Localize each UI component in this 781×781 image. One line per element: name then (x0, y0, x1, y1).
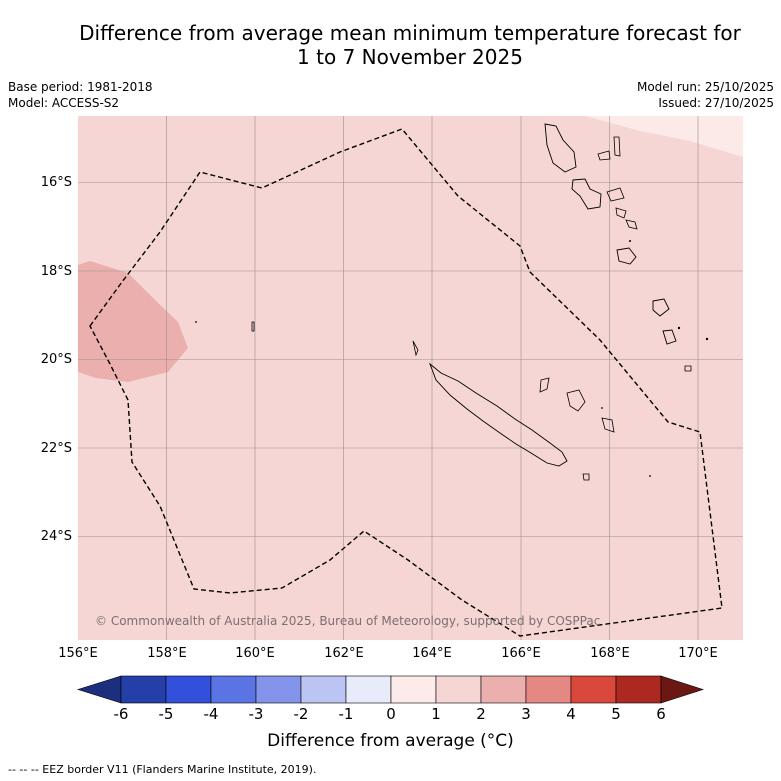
colorbar-tick: -1 (338, 705, 354, 723)
new-caledonia-island (428, 362, 568, 467)
island (615, 207, 627, 219)
base-period: Base period: 1981-2018 (8, 80, 153, 94)
colorbar-tick: -4 (203, 705, 219, 723)
colorbar-segment (165, 675, 212, 704)
colorbar-tick: 5 (611, 705, 621, 723)
colorbar-tick: 4 (566, 705, 576, 723)
map-background (78, 116, 743, 640)
chart-title-line1: Difference from average mean minimum tem… (79, 21, 741, 45)
colorbar-segment (210, 675, 257, 704)
colorbar-segment (390, 675, 437, 704)
lon-label: 158°E (147, 646, 187, 661)
graticule (78, 116, 743, 640)
island-malakula (571, 178, 602, 210)
anomaly-region-light (585, 116, 743, 157)
colorbar-tick: 6 (656, 705, 666, 723)
reef (195, 321, 197, 323)
lon-label: 168°E (590, 646, 630, 661)
island-espiritu-santo (544, 123, 577, 173)
model-run-date: Model run: 25/10/2025 (636, 80, 774, 94)
island (597, 150, 611, 161)
island (606, 187, 625, 202)
island-erromango (652, 298, 670, 317)
colorbar-tick: -6 (113, 705, 129, 723)
island (566, 389, 586, 412)
colorbar-segment (615, 675, 662, 704)
lon-label: 156°E (58, 646, 98, 661)
colorbar-segment (255, 675, 302, 704)
lat-label: 24°S (40, 529, 72, 544)
island-tanna (662, 329, 677, 345)
lon-label: 164°E (412, 646, 452, 661)
issued-date: Issued: 27/10/2025 (658, 96, 774, 110)
colorbar-extend-high (660, 675, 704, 704)
colorbar-tick: -5 (158, 705, 174, 723)
colorbar-extend-low (76, 675, 122, 704)
chart-title-line2: 1 to 7 November 2025 (297, 45, 523, 69)
colorbar-tick: -3 (248, 705, 264, 723)
lon-label: 166°E (501, 646, 541, 661)
lat-label: 18°S (40, 264, 72, 279)
model-name: Model: ACCESS-S2 (8, 96, 120, 110)
colorbar-segment (120, 675, 167, 704)
island (601, 417, 615, 433)
copyright-text: © Commonwealth of Australia 2025, Bureau… (95, 614, 601, 628)
colorbar-tick: 2 (476, 705, 486, 723)
colorbar-tick: -2 (293, 705, 309, 723)
colorbar-tick: 0 (386, 705, 396, 723)
island (625, 219, 638, 230)
colorbar-segment (300, 675, 347, 704)
eez-legend-note: -- -- -- EEZ border V11 (Flanders Marine… (8, 763, 317, 776)
lon-label: 170°E (678, 646, 718, 661)
island (613, 136, 621, 157)
lat-label: 22°S (40, 441, 72, 456)
eez-border (89, 128, 723, 637)
island (412, 340, 419, 357)
colorbar-tick: 3 (521, 705, 531, 723)
lat-label: 16°S (40, 175, 72, 190)
colorbar-segment (525, 675, 572, 704)
colorbar (76, 675, 704, 704)
reef (251, 321, 255, 332)
island-aneityum (684, 365, 692, 372)
lon-label: 162°E (324, 646, 364, 661)
island (582, 473, 590, 481)
colorbar-segment (480, 675, 527, 704)
colorbar-title: Difference from average (°C) (267, 731, 514, 751)
reef (601, 407, 603, 409)
lat-label: 20°S (40, 352, 72, 367)
colorbar-segment (345, 675, 392, 704)
anomaly-region-warm (78, 261, 188, 382)
island-dot (677, 326, 681, 330)
island-dot (705, 337, 709, 341)
island-efate (616, 247, 637, 265)
colorbar-segment (435, 675, 482, 704)
island-dot (629, 240, 631, 242)
colorbar-tick: 1 (431, 705, 441, 723)
reef (649, 475, 651, 477)
island (539, 377, 550, 393)
lon-label: 160°E (235, 646, 275, 661)
colorbar-segment (570, 675, 617, 704)
